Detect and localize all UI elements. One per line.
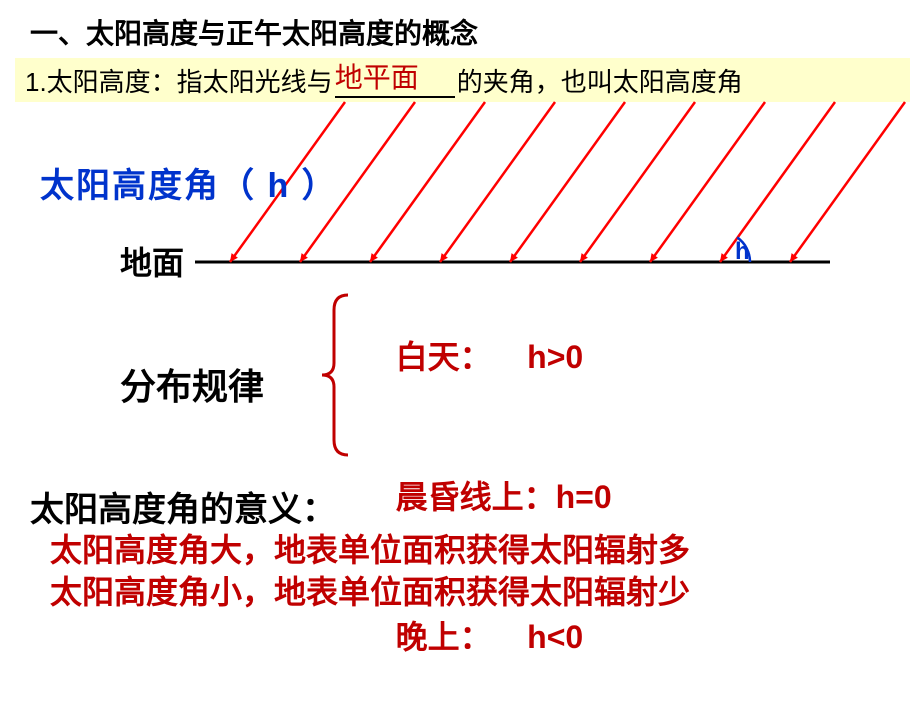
meaning-lines: 太阳高度角大，地表单位面积获得太阳辐射多 太阳高度角小，地表单位面积获得太阳辐射… [50,530,690,613]
meaning-title: 太阳高度角的意义： [30,482,336,531]
ray-arrowhead [370,253,378,262]
definition-blank-text: 地平面 [335,62,419,93]
rule-name: 晚上： [396,619,492,655]
ray-arrowhead [230,253,238,262]
sun-ray [510,102,625,262]
angle-title: 太阳高度角（ h ） [40,158,338,207]
sun-ray [790,102,905,262]
sun-ray [370,102,485,262]
rule-daytime: 白天： h>0 [360,295,612,415]
meaning-line-small: 太阳高度角小，地表单位面积获得太阳辐射少 [50,572,690,614]
distribution-label: 分布规律 [120,358,264,410]
brace-icon [322,295,348,455]
definition-underline [335,96,455,98]
definition-suffix: 的夹角，也叫太阳高度角 [457,62,743,99]
definition-prefix: 1.太阳高度：指太阳光线与 [25,62,333,99]
section-title: 一、太阳高度与正午太阳高度的概念 [30,12,478,52]
distribution-rules: 白天： h>0 晨昏线上：h=0 晚上： h<0 [360,295,612,715]
ground-label: 地面 [120,238,184,284]
rule-expr: h=0 [556,479,612,515]
definition-blank: 地平面 [335,60,455,100]
sun-ray [440,102,555,262]
ray-arrowhead [510,253,518,262]
ray-arrowhead [650,253,658,262]
rule-expr: h<0 [527,619,583,655]
sun-ray [580,102,695,262]
rule-name: 白天： [396,339,492,375]
rule-name: 晨昏线上： [396,479,556,515]
ray-arrowhead [720,253,728,262]
ray-arrowhead [300,253,308,262]
meaning-line-large: 太阳高度角大，地表单位面积获得太阳辐射多 [50,530,690,572]
ray-arrowhead [790,253,798,262]
rule-expr: h>0 [527,339,583,375]
angle-h-label: h [735,238,750,266]
ray-arrowhead [580,253,588,262]
ray-arrowhead [440,253,448,262]
definition-band: 1.太阳高度：指太阳光线与 地平面 的夹角，也叫太阳高度角 [15,58,910,102]
